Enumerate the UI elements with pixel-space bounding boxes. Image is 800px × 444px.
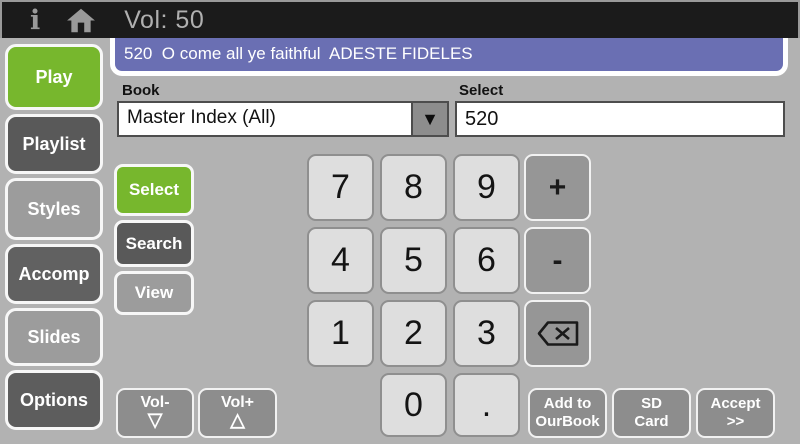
key-plus[interactable]: + [524,154,591,221]
key-4[interactable]: 4 [307,227,374,294]
chevron-down-icon[interactable]: ▼ [411,103,447,135]
add-line2: OurBook [535,413,600,430]
book-dropdown[interactable]: Master Index (All) ▼ [117,101,449,137]
key-0[interactable]: 0 [380,373,447,437]
key-3[interactable]: 3 [453,300,520,367]
accept-line1: Accept [710,395,761,412]
home-icon[interactable] [66,7,96,34]
select-input[interactable] [455,101,785,137]
sidebar-item-accomp[interactable]: Accomp [5,244,103,304]
key-1[interactable]: 1 [307,300,374,367]
key-decimal[interactable]: . [453,373,520,437]
song-title-text: 520 O come all ye faithful ADESTE FIDELE… [115,38,783,71]
view-button[interactable]: View [114,271,194,315]
add-to-ourbook-button[interactable]: Add to OurBook [528,388,607,438]
select-label: Select [459,82,504,99]
vol-up-button[interactable]: Vol+ △ [198,388,277,438]
vol-down-button[interactable]: Vol- ▽ [116,388,194,438]
sidebar-item-slides[interactable]: Slides [5,308,103,366]
add-line1: Add to [543,395,592,412]
key-8[interactable]: 8 [380,154,447,221]
key-9[interactable]: 9 [453,154,520,221]
key-minus[interactable]: - [524,227,591,294]
sd-line1: SD [641,395,662,412]
key-7[interactable]: 7 [307,154,374,221]
song-title-banner: 520 O come all ye faithful ADESTE FIDELE… [110,38,788,76]
sidebar-item-play[interactable]: Play [5,44,103,110]
search-button[interactable]: Search [114,220,194,267]
key-6[interactable]: 6 [453,227,520,294]
key-backspace[interactable] [524,300,591,367]
sd-card-button[interactable]: SD Card [612,388,691,438]
top-bar: i Vol: 50 [0,0,800,38]
vol-up-label: Vol+ [220,393,255,411]
key-2[interactable]: 2 [380,300,447,367]
book-dropdown-value: Master Index (All) [127,107,276,128]
sidebar-item-styles[interactable]: Styles [5,178,103,240]
accept-line2: >> [726,413,745,430]
sidebar-item-options[interactable]: Options [5,370,103,430]
sidebar-item-playlist[interactable]: Playlist [5,114,103,174]
select-button[interactable]: Select [114,164,194,216]
key-5[interactable]: 5 [380,227,447,294]
backspace-icon [537,321,578,346]
triangle-down-icon: ▽ [147,410,163,432]
triangle-up-icon: △ [230,410,245,432]
info-icon[interactable]: i [30,4,41,36]
volume-display: Vol: 50 [124,5,205,34]
accept-button[interactable]: Accept >> [696,388,775,438]
book-label: Book [122,82,160,99]
sd-line2: Card [634,413,669,430]
vol-down-label: Vol- [140,393,170,411]
